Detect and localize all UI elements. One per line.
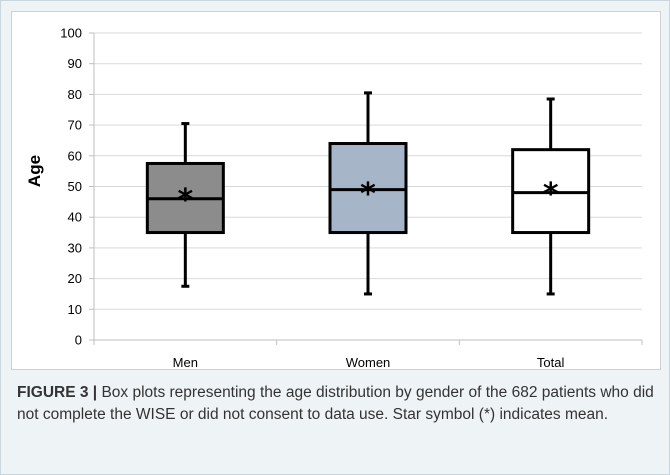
y-tick-label: 40 [68, 210, 82, 225]
y-tick-label: 80 [68, 87, 82, 102]
box-women: * [328, 91, 408, 296]
y-tick-label: 30 [68, 240, 82, 255]
x-tick-label: Total [537, 355, 565, 369]
y-tick-label: 60 [68, 148, 82, 163]
mean-marker: * [360, 177, 376, 212]
figure-caption-label: FIGURE 3 | [17, 384, 98, 401]
figure-caption-text: Box plots representing the age distribut… [17, 384, 654, 423]
y-tick-label: 0 [75, 333, 82, 348]
y-tick-label: 20 [68, 271, 82, 286]
y-axis-title: Age [25, 155, 44, 187]
x-tick-label: Women [346, 355, 391, 369]
iqr-box [511, 148, 591, 235]
y-tick-label: 50 [68, 179, 82, 194]
y-tick-label: 70 [68, 118, 82, 133]
x-tick-label: Men [173, 355, 198, 369]
box-men: * [145, 122, 225, 288]
y-tick-label: 10 [68, 302, 82, 317]
y-tick-label: 90 [68, 56, 82, 71]
y-tick-label: 100 [60, 26, 82, 41]
box-total: * [511, 97, 591, 296]
mean-marker: * [543, 177, 559, 212]
plot-panel: * * * 0 10 20 30 40 50 60 70 80 90 100 Men Women Total … [11, 11, 661, 370]
iqr-box [328, 142, 408, 235]
mean-marker: * [177, 183, 193, 218]
figure-caption: FIGURE 3 | Box plots representing the ag… [17, 382, 657, 426]
